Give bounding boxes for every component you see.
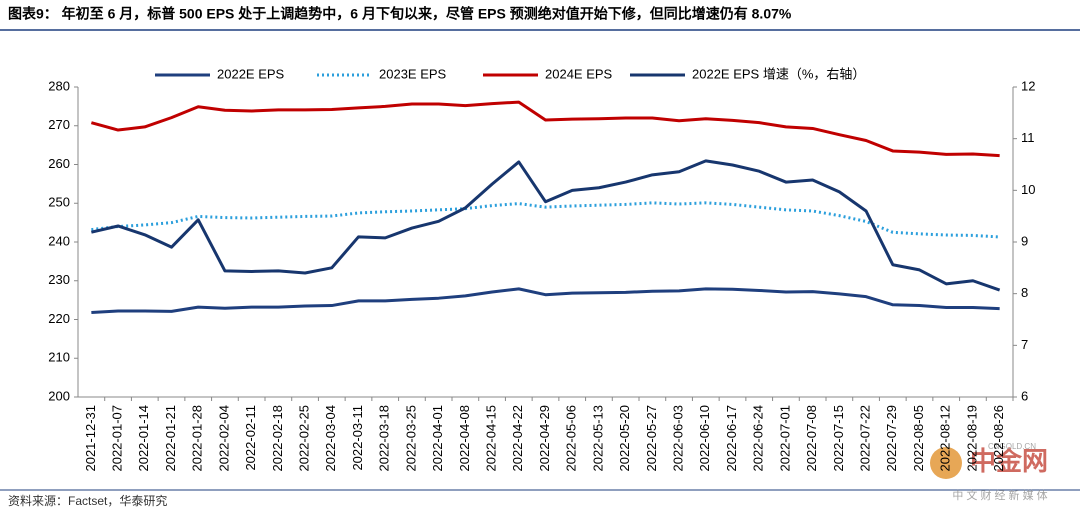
x-tick-label: 2022-01-28 [190, 405, 205, 472]
x-tick-label: 2022-05-27 [644, 405, 659, 472]
x-tick-label: 2022-06-03 [671, 405, 686, 472]
x-tick-label: 2022-07-08 [804, 405, 819, 472]
watermark-sub: 中 文 财 经 新 媒 体 [952, 488, 1047, 502]
series-line [91, 287, 1000, 315]
x-tick-label: 2022-03-18 [377, 405, 392, 472]
x-tick-label: 2022-05-13 [590, 405, 605, 472]
x-tick-label: 2022-08-26 [991, 405, 1006, 472]
y-tick-label: 240 [48, 233, 70, 248]
x-tick-label: 2022-04-29 [537, 405, 552, 472]
y-tick-label: 200 [48, 388, 70, 403]
x-tick-label: 2022-03-11 [350, 405, 365, 471]
series-line [91, 159, 1001, 292]
x-tick-label: 2022-05-20 [617, 405, 632, 472]
x-tick-label: 2022-01-21 [163, 405, 178, 472]
y2-tick-label: 9 [1021, 233, 1028, 248]
series-line [91, 201, 1000, 239]
y2-tick-label: 8 [1021, 285, 1028, 300]
x-tick-label: 2022-01-07 [110, 405, 125, 472]
x-tick-label: 2022-04-01 [430, 405, 445, 472]
x-tick-label: 2022-03-25 [403, 405, 418, 472]
watermark: 中金网 CNGOLD.CN 中 文 财 经 新 媒 体 [930, 442, 1048, 502]
x-tick-label: 2022-06-10 [697, 405, 712, 472]
legend-label: 2022E EPS 增速（%，右轴） [692, 66, 865, 81]
legend-label: 2022E EPS [217, 66, 285, 81]
y2-tick-label: 11 [1021, 130, 1035, 145]
series-line [90, 100, 1000, 158]
legend-label: 2023E EPS [379, 66, 447, 81]
x-tick-label: 2021-12-31 [83, 405, 98, 472]
y-tick-label: 260 [48, 156, 70, 171]
x-tick-label: 2022-03-04 [323, 405, 338, 472]
watermark-text: 中金网 [970, 446, 1048, 476]
y-tick-label: 270 [48, 117, 70, 132]
source: 资料来源：Factset，华泰研究 [8, 493, 167, 508]
y2-tick-label: 12 [1021, 78, 1035, 93]
x-tick-label: 2022-08-12 [938, 405, 953, 472]
x-tick-label: 2022-07-15 [831, 405, 846, 472]
y2-tick-label: 10 [1021, 182, 1035, 197]
y2-tick-label: 7 [1021, 337, 1028, 352]
x-tick-label: 2022-02-11 [243, 405, 258, 471]
watermark-url: CNGOLD.CN [988, 442, 1036, 451]
x-tick-label: 2022-02-25 [297, 405, 312, 472]
x-tick-label: 2022-06-17 [724, 405, 739, 472]
x-tick-label: 2022-04-15 [484, 405, 499, 472]
x-tick-label: 2022-07-01 [777, 405, 792, 472]
x-tick-label: 2022-04-22 [510, 405, 525, 472]
x-tick-label: 2022-08-19 [964, 405, 979, 472]
y-tick-label: 230 [48, 272, 70, 287]
y-tick-label: 220 [48, 311, 70, 326]
x-tick-label: 2022-06-24 [751, 405, 766, 472]
y-tick-label: 210 [48, 350, 70, 365]
x-tick-label: 2022-05-06 [564, 405, 579, 472]
y-tick-label: 250 [48, 195, 70, 210]
x-tick-label: 2022-01-14 [136, 405, 151, 472]
x-tick-label: 2022-07-29 [884, 405, 899, 472]
chart-title: 图表9： 年初至 6 月，标普 500 EPS 处于上调趋势中，6 月下旬以来，… [8, 6, 792, 22]
x-tick-label: 2022-04-08 [457, 405, 472, 472]
y-tick-label: 280 [48, 78, 70, 93]
x-tick-label: 2022-07-22 [858, 405, 873, 472]
watermark-logo [930, 447, 962, 479]
x-tick-label: 2022-02-18 [270, 405, 285, 472]
x-tick-label: 2022-02-04 [216, 405, 231, 472]
y2-tick-label: 6 [1021, 388, 1028, 403]
legend-label: 2024E EPS [545, 66, 613, 81]
x-tick-label: 2022-08-05 [911, 405, 926, 472]
